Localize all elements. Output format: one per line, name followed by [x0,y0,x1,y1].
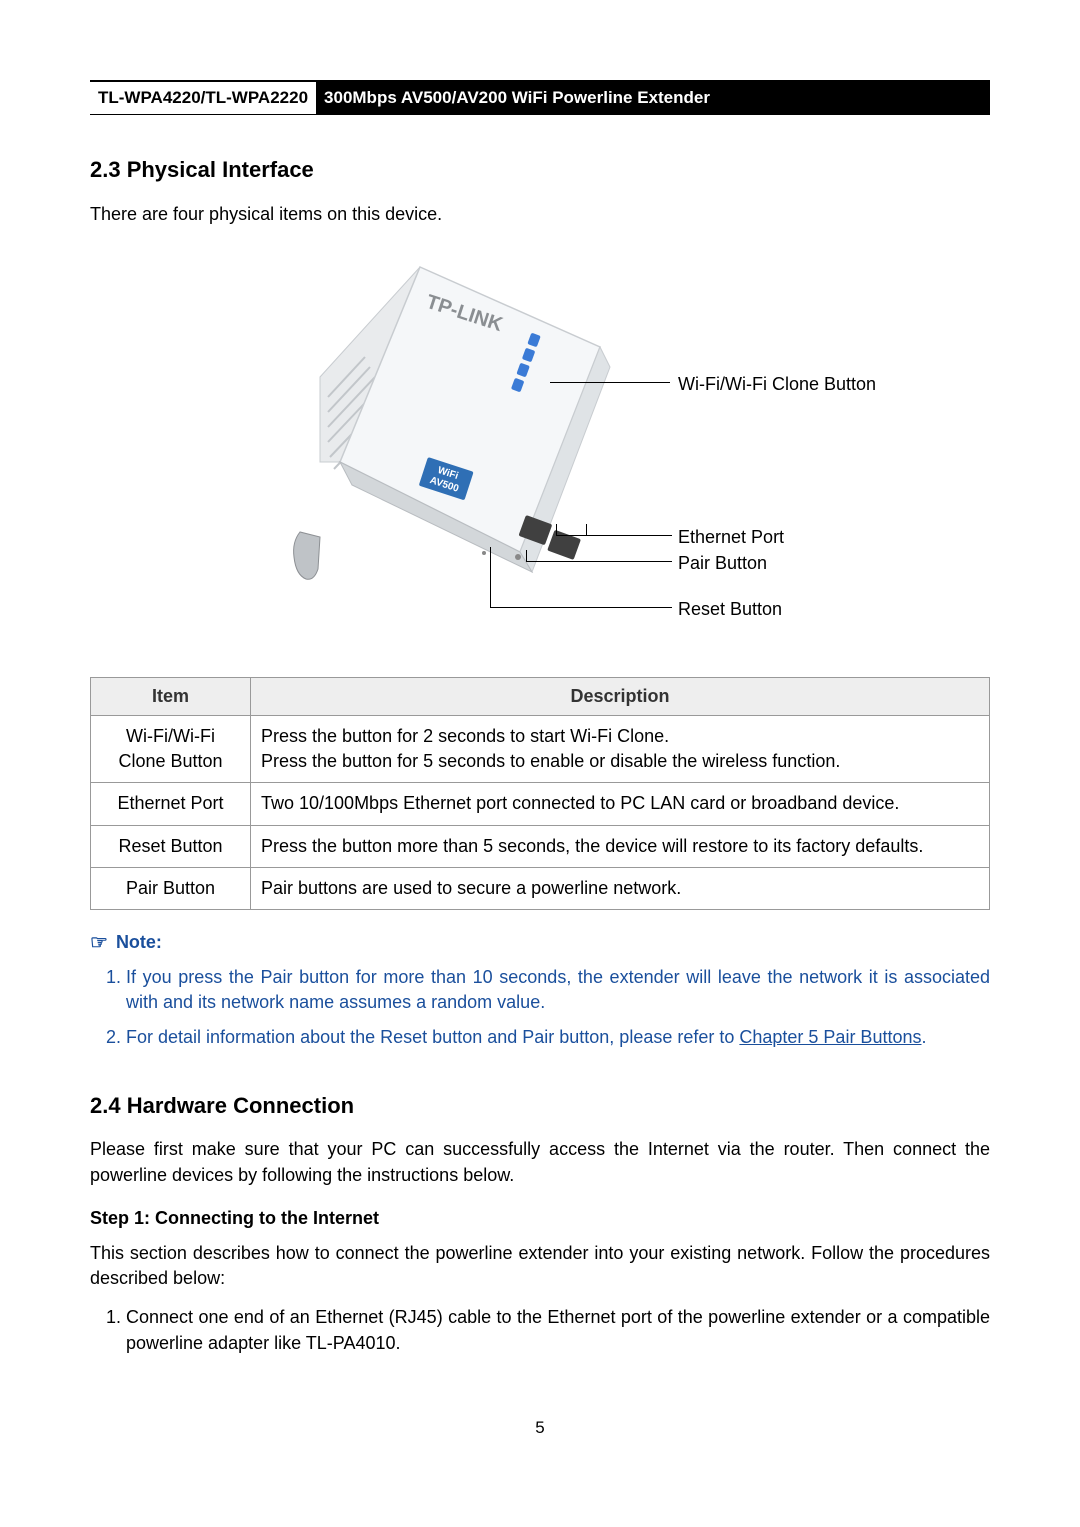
row0-desc-l1: Press the button for 2 seconds to start … [261,726,669,746]
callout-pair: Pair Button [678,551,767,576]
section-2-3-intro: There are four physical items on this de… [90,202,990,227]
row3-desc: Pair buttons are used to secure a powerl… [251,867,990,909]
page-header-bar: TL-WPA4220/TL-WPA2220 300Mbps AV500/AV20… [90,80,990,115]
row0-item-l1: Wi-Fi/Wi-Fi [126,726,215,746]
device-figure-wrap: TP-LINK WiFi AV500 [90,247,990,647]
device-figure: TP-LINK WiFi AV500 [180,247,900,647]
row2-item: Reset Button [91,825,251,867]
step1-intro: This section describes how to connect th… [90,1241,990,1291]
row0-desc-l2: Press the button for 5 seconds to enable… [261,751,840,771]
header-product: 300Mbps AV500/AV200 WiFi Powerline Exten… [316,82,990,114]
table-row: Wi-Fi/Wi-Fi Clone Button Press the butto… [91,715,990,782]
note-item-2-pre: For detail information about the Reset b… [126,1027,739,1047]
row3-item: Pair Button [91,867,251,909]
callout-line-pair [526,561,672,562]
section-2-4-intro: Please first make sure that your PC can … [90,1137,990,1187]
callout-line-reset [490,607,672,608]
pointing-hand-icon: ☞ [90,933,108,953]
callout-wifi-clone: Wi-Fi/Wi-Fi Clone Button [678,372,876,397]
note-item-2-link[interactable]: Chapter 5 Pair Buttons [739,1027,921,1047]
row2-desc: Press the button more than 5 seconds, th… [251,825,990,867]
table-row: Ethernet Port Two 10/100Mbps Ethernet po… [91,783,990,825]
table-col-item: Item [91,677,251,715]
table-row: Pair Button Pair buttons are used to sec… [91,867,990,909]
note-list: If you press the Pair button for more th… [90,965,990,1051]
device-illustration: TP-LINK WiFi AV500 [270,257,620,617]
callout-ethernet: Ethernet Port [678,525,784,550]
note-item-2: For detail information about the Reset b… [126,1025,990,1050]
physical-interface-table: Item Description Wi-Fi/Wi-Fi Clone Butto… [90,677,990,910]
header-model: TL-WPA4220/TL-WPA2220 [90,82,316,114]
row0-item-l2: Clone Button [118,751,222,771]
page-number: 5 [90,1416,990,1440]
section-2-3-heading: 2.3 Physical Interface [90,155,990,186]
callout-line-wifi-clone [550,382,670,383]
note-label: Note: [116,930,162,955]
note-item-1: If you press the Pair button for more th… [126,965,990,1015]
step1-item-1: Connect one end of an Ethernet (RJ45) ca… [126,1305,990,1355]
note-item-2-post: . [921,1027,926,1047]
step1-list: Connect one end of an Ethernet (RJ45) ca… [90,1305,990,1355]
callout-reset: Reset Button [678,597,782,622]
row1-item: Ethernet Port [91,783,251,825]
table-col-description: Description [251,677,990,715]
step1-title: Step 1: Connecting to the Internet [90,1206,990,1231]
callout-line-ethernet [572,535,672,536]
section-2-4-heading: 2.4 Hardware Connection [90,1091,990,1122]
row1-desc: Two 10/100Mbps Ethernet port connected t… [251,783,990,825]
note-heading: ☞ Note: [90,930,990,955]
table-row: Reset Button Press the button more than … [91,825,990,867]
device-svg: TP-LINK WiFi AV500 [270,257,620,617]
